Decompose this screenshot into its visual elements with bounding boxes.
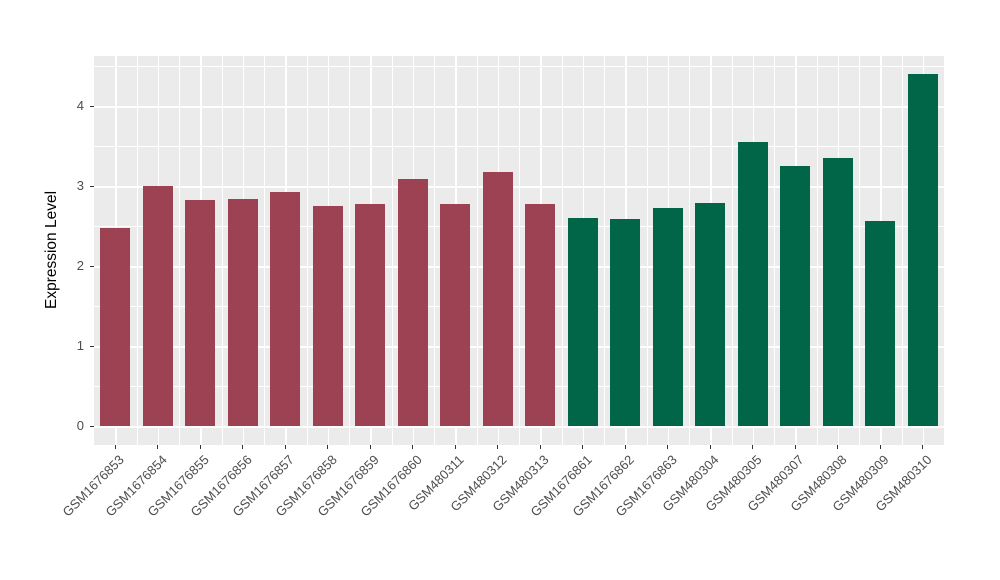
- x-tick: [327, 445, 329, 449]
- gridline-minor-v: [816, 56, 818, 445]
- bar: [610, 218, 641, 426]
- x-tick: [922, 445, 924, 449]
- gridline-major-h: [94, 186, 944, 188]
- x-tick: [879, 445, 881, 449]
- gridline-minor-v: [179, 56, 180, 445]
- bar: [652, 208, 683, 426]
- plot-panel: [94, 56, 944, 445]
- x-tick: [667, 445, 669, 449]
- gridline-minor-v: [774, 56, 775, 445]
- bar: [865, 221, 896, 426]
- gridline-minor-v: [391, 56, 393, 445]
- y-tick: [90, 185, 94, 187]
- y-tick: [90, 265, 94, 267]
- gridline-minor-v: [561, 56, 563, 445]
- gridline-minor-v: [689, 56, 690, 445]
- gridline-major-h: [94, 106, 944, 108]
- bar: [907, 74, 938, 426]
- gridline-minor-v: [264, 56, 265, 445]
- bar: [312, 206, 343, 426]
- gridline-major-h: [94, 266, 944, 268]
- gridline-minor-v: [434, 56, 435, 445]
- gridline-major-h: [94, 426, 944, 428]
- gridline-minor-v: [859, 56, 860, 445]
- x-tick: [837, 445, 839, 449]
- bar: [695, 202, 726, 426]
- gridline-minor-v: [349, 56, 350, 445]
- x-tick: [624, 445, 626, 449]
- gridline-minor-v: [519, 56, 520, 445]
- gridline-minor-v: [306, 56, 308, 445]
- x-tick: [199, 445, 201, 449]
- bar: [355, 204, 386, 426]
- x-tick: [284, 445, 286, 449]
- bar: [270, 192, 301, 426]
- x-tick: [752, 445, 754, 449]
- x-tick: [497, 445, 499, 449]
- y-tick-label: 4: [76, 98, 84, 113]
- gridline-minor-v: [646, 56, 648, 445]
- bar: [482, 171, 513, 426]
- bar: [737, 142, 768, 426]
- x-tick: [794, 445, 796, 449]
- x-tick: [114, 445, 116, 449]
- x-tick: [412, 445, 414, 449]
- y-tick-label: 1: [76, 338, 84, 353]
- gridline-minor-v: [476, 56, 478, 445]
- x-tick: [582, 445, 584, 449]
- y-tick: [90, 105, 94, 107]
- gridline-minor-v: [731, 56, 733, 445]
- bar: [567, 218, 598, 426]
- x-tick: [539, 445, 541, 449]
- x-tick: [157, 445, 159, 449]
- bar: [185, 199, 216, 426]
- bar: [525, 204, 556, 426]
- bar: [100, 228, 131, 426]
- gridline-minor-v: [221, 56, 223, 445]
- gridline-minor-v: [901, 56, 903, 445]
- bar: [142, 186, 173, 426]
- y-tick-label: 0: [76, 418, 84, 433]
- bar: [780, 166, 811, 426]
- x-tick: [454, 445, 456, 449]
- bar: [440, 203, 471, 426]
- gridline-major-h: [94, 346, 944, 348]
- y-tick: [90, 425, 94, 427]
- y-tick-label: 3: [76, 178, 84, 193]
- gridline-minor-v: [604, 56, 605, 445]
- y-tick-label: 2: [76, 258, 84, 273]
- bar: [822, 158, 853, 426]
- bar: [397, 178, 428, 426]
- x-tick: [369, 445, 371, 449]
- x-tick: [242, 445, 244, 449]
- gridline-minor-v: [136, 56, 138, 445]
- bar: [227, 198, 258, 426]
- y-axis-title: Expression Level: [43, 190, 60, 310]
- x-tick: [709, 445, 711, 449]
- y-tick: [90, 345, 94, 347]
